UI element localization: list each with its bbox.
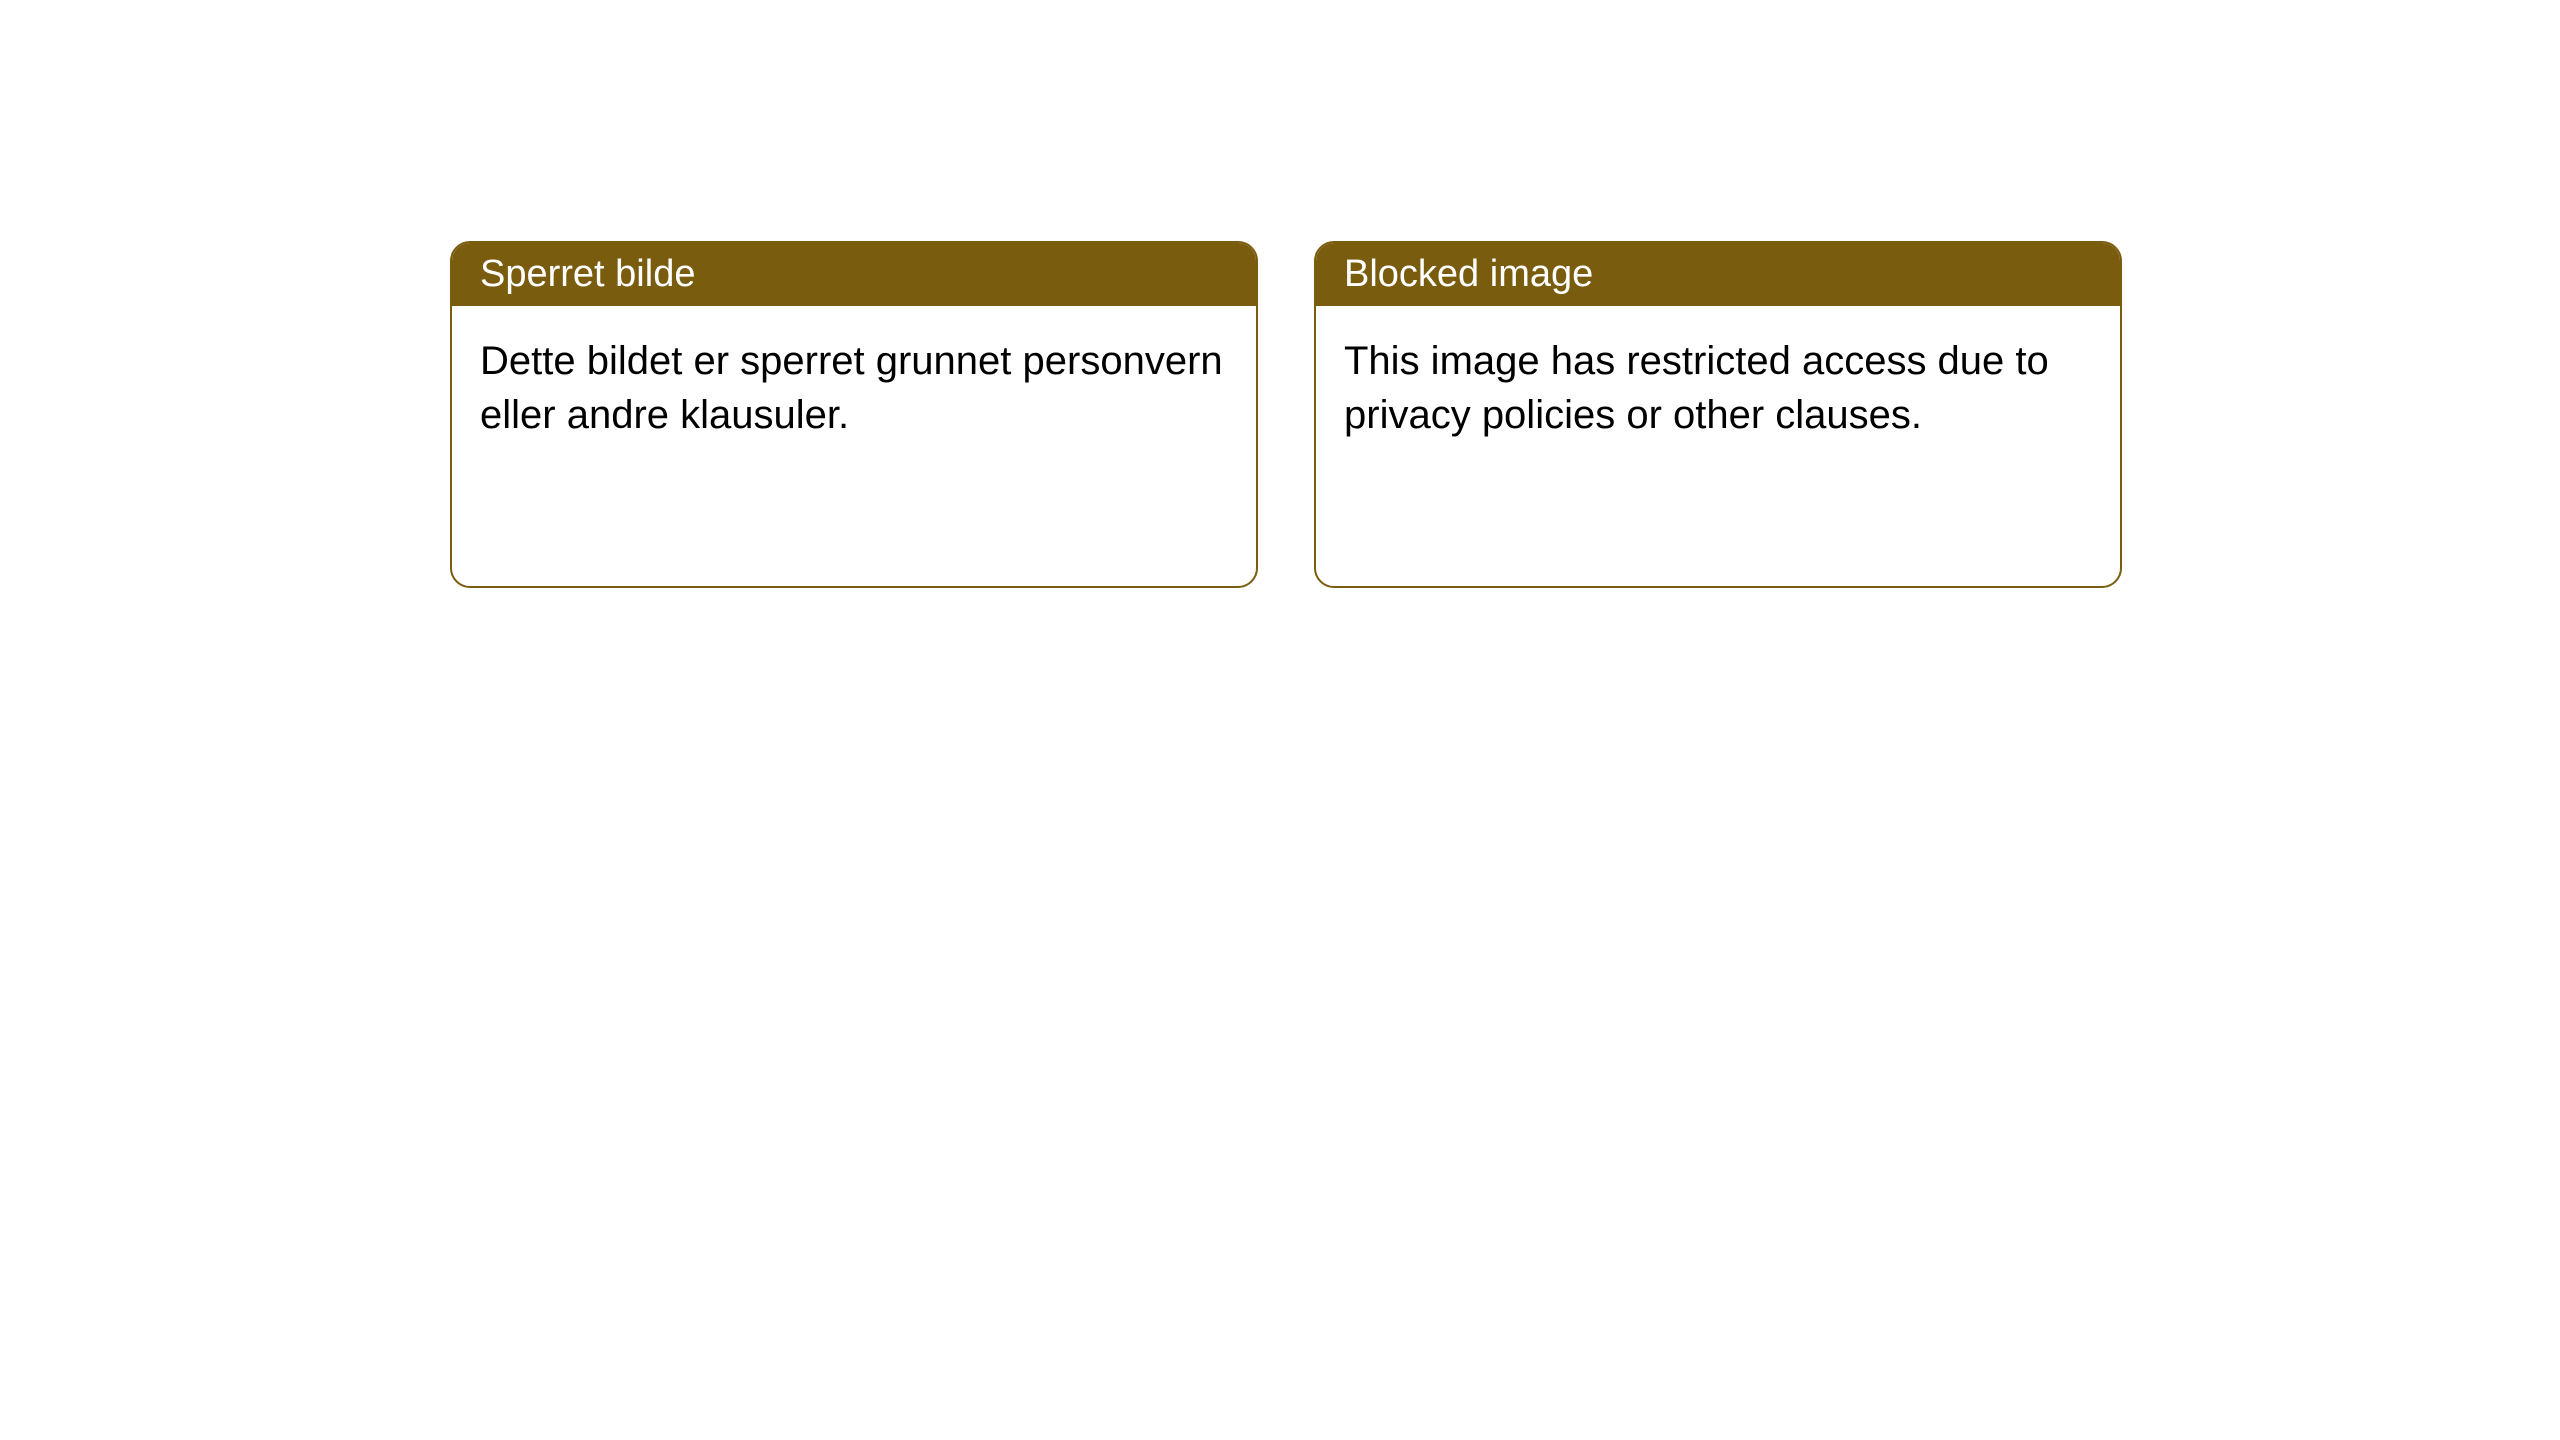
notice-card-norwegian: Sperret bilde Dette bildet er sperret gr… <box>450 241 1258 588</box>
notice-container: Sperret bilde Dette bildet er sperret gr… <box>450 241 2122 588</box>
notice-card-english: Blocked image This image has restricted … <box>1314 241 2122 588</box>
notice-title-norwegian: Sperret bilde <box>452 243 1256 306</box>
notice-body-norwegian: Dette bildet er sperret grunnet personve… <box>452 306 1256 586</box>
notice-title-english: Blocked image <box>1316 243 2120 306</box>
notice-body-english: This image has restricted access due to … <box>1316 306 2120 586</box>
